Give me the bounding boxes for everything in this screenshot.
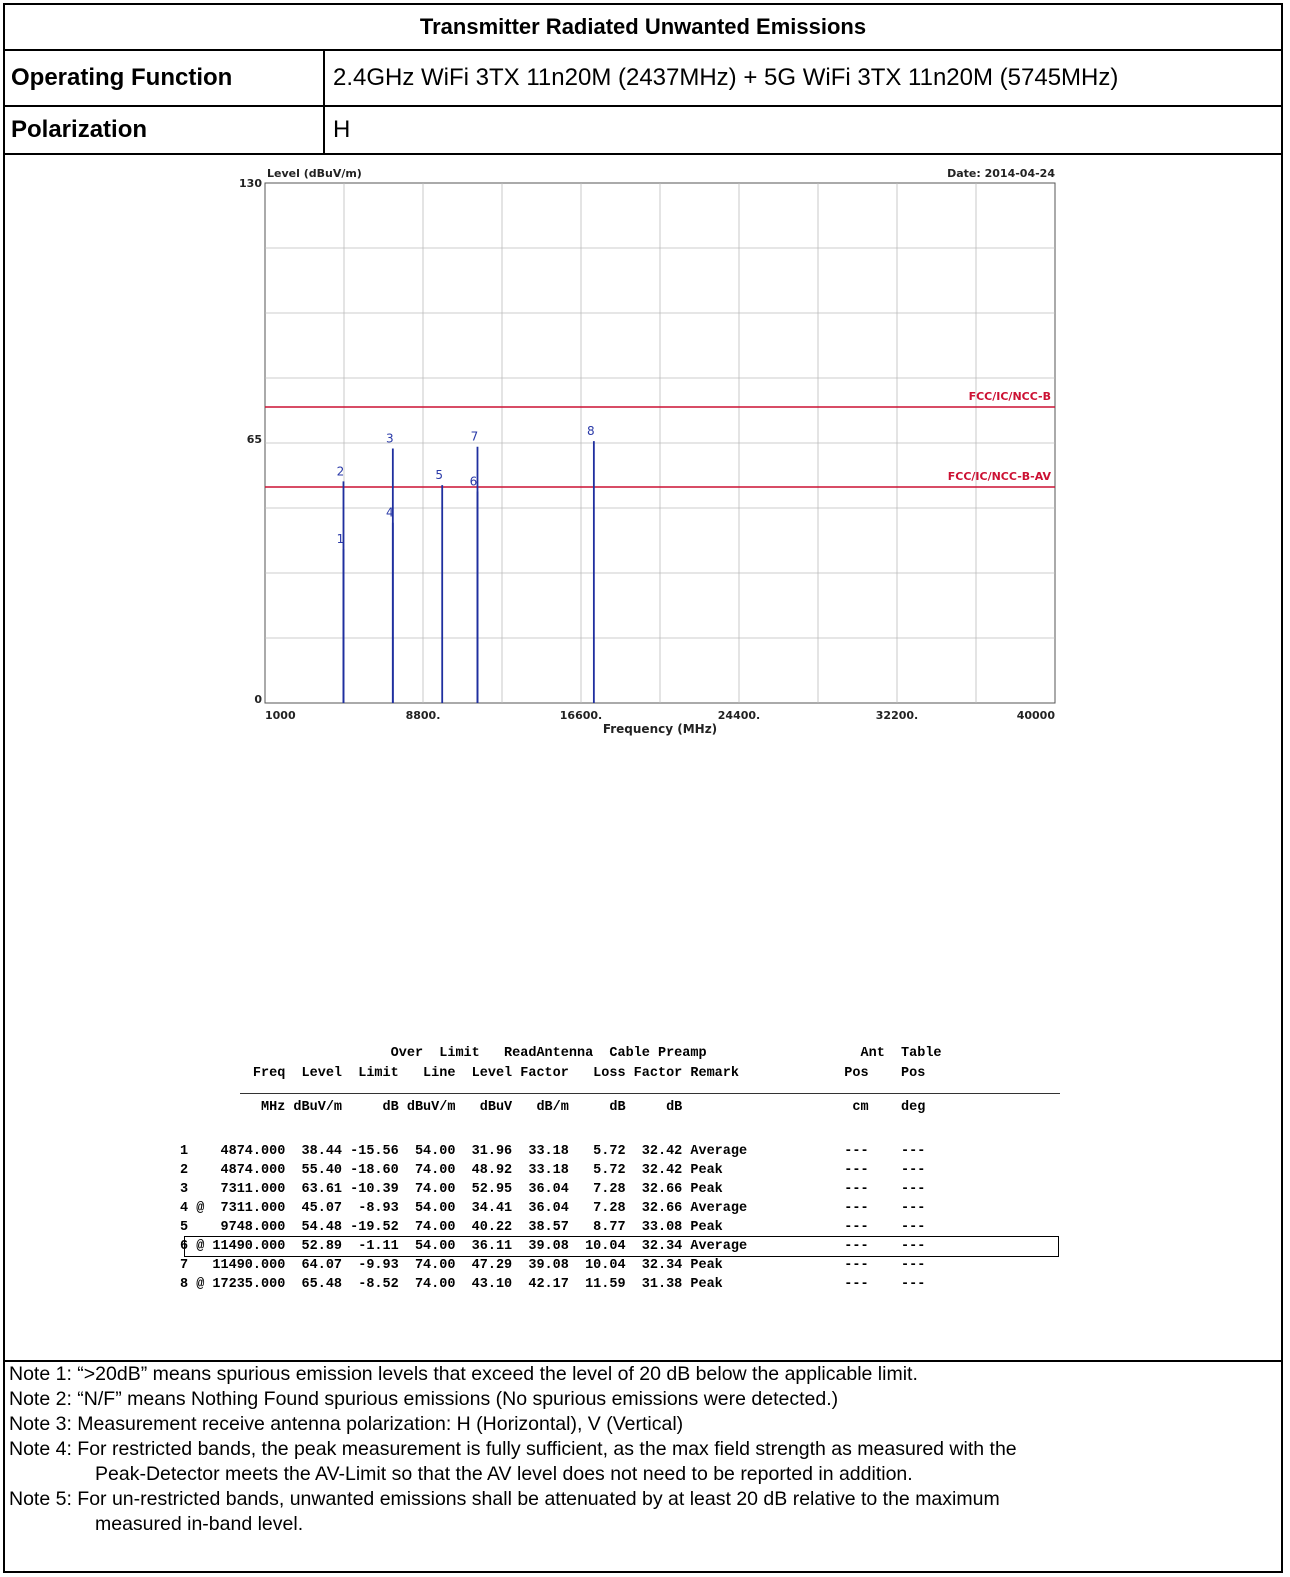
operating-function-value: 2.4GHz WiFi 3TX 11n20M (2437MHz) + 5G Wi… bbox=[333, 64, 1119, 91]
y-axis-label: Level (dBuV/m) bbox=[267, 167, 362, 180]
x-tick-label: 40000 bbox=[1017, 709, 1056, 722]
note-5: Note 5: For un-restricted bands, unwante… bbox=[9, 1488, 1000, 1510]
table-row: 3 7311.000 63.61 -10.39 74.00 52.95 36.0… bbox=[180, 1182, 926, 1197]
note-3: Note 3: Measurement receive antenna pola… bbox=[9, 1413, 684, 1435]
polarization-value: H bbox=[333, 116, 351, 143]
notes-section: Note 1: “>20dB” means spurious emission … bbox=[5, 1362, 1281, 1537]
marker-label: 5 bbox=[435, 468, 443, 482]
y-tick-label: 0 bbox=[254, 693, 262, 706]
highlighted-row-box bbox=[184, 1236, 1059, 1257]
polarization-label: Polarization bbox=[5, 107, 325, 153]
table-row: 2 4874.000 55.40 -18.60 74.00 48.92 33.1… bbox=[180, 1163, 926, 1178]
chart-and-table-section: 1000 8800. 16600. 24400. 32200. 40000 0 65 130 Le… bbox=[5, 155, 1281, 1362]
marker-label: 3 bbox=[386, 432, 394, 446]
polarization-row: Polarization H bbox=[5, 107, 1281, 155]
x-tick-label: 16600. bbox=[560, 709, 602, 722]
emission-chart: 1000 8800. 16600. 24400. 32200. 40000065130Le… bbox=[239, 167, 1056, 736]
marker-label: 2 bbox=[337, 464, 345, 478]
table-row: 7 11490.000 64.07 -9.93 74.00 47.29 39.0… bbox=[180, 1258, 926, 1273]
marker-label: 1 bbox=[337, 532, 345, 546]
x-tick-label: 1000 bbox=[265, 709, 296, 722]
note-4-continued: Peak-Detector meets the AV-Limit so that… bbox=[95, 1463, 913, 1485]
table-row: 6 @ 11490.000 52.89 -1.11 54.00 36.11 39… bbox=[180, 1239, 926, 1254]
table-header-line: Over Limit ReadAntenna Cable Preamp Ant … bbox=[180, 1046, 942, 1061]
marker-label: 6 bbox=[470, 474, 478, 488]
table-header-line: Freq Level Limit Line Level Factor Loss … bbox=[180, 1066, 926, 1081]
marker-label: 8 bbox=[587, 424, 595, 438]
table-row: 5 9748.000 54.48 -19.52 74.00 40.22 38.5… bbox=[180, 1220, 926, 1235]
x-axis-label: Frequency (MHz) bbox=[603, 722, 717, 736]
operating-function-label: Operating Function bbox=[5, 51, 325, 105]
y-tick-label: 65 bbox=[247, 433, 262, 446]
table-row: 1 4874.000 38.44 -15.56 54.00 31.96 33.1… bbox=[180, 1144, 926, 1159]
marker-label: 4 bbox=[386, 506, 394, 520]
chart-date: Date: 2014-04-24 bbox=[947, 167, 1055, 180]
marker-label: 7 bbox=[471, 430, 479, 444]
note-2: Note 2: “N/F” means Nothing Found spurio… bbox=[9, 1388, 839, 1410]
table-header-rule bbox=[240, 1093, 1060, 1094]
note-5-continued: measured in-band level. bbox=[95, 1513, 304, 1535]
table-units-line: MHz dBuV/m dB dBuV/m dBuV dB/m dB dB cm … bbox=[180, 1100, 926, 1115]
operating-function-row: Operating Function 2.4GHz WiFi 3TX 11n20… bbox=[5, 51, 1281, 107]
table-row: 8 @ 17235.000 65.48 -8.52 74.00 43.10 42… bbox=[180, 1277, 926, 1292]
table-row: 4 @ 7311.000 45.07 -8.93 54.00 34.41 36.… bbox=[180, 1201, 926, 1216]
note-1: Note 1: “>20dB” means spurious emission … bbox=[9, 1363, 918, 1385]
x-tick-label: 24400. bbox=[718, 709, 760, 722]
limit-line-label: FCC/IC/NCC-B bbox=[969, 390, 1051, 403]
x-tick-label: 32200. bbox=[876, 709, 918, 722]
report-frame: Transmitter Radiated Unwanted Emissions … bbox=[3, 3, 1283, 1573]
note-4: Note 4: For restricted bands, the peak m… bbox=[9, 1438, 1017, 1460]
x-tick-label: 8800. bbox=[406, 709, 441, 722]
report-title: Transmitter Radiated Unwanted Emissions bbox=[5, 5, 1281, 51]
limit-line-label: FCC/IC/NCC-B-AV bbox=[948, 470, 1052, 483]
y-tick-label: 130 bbox=[239, 177, 262, 190]
